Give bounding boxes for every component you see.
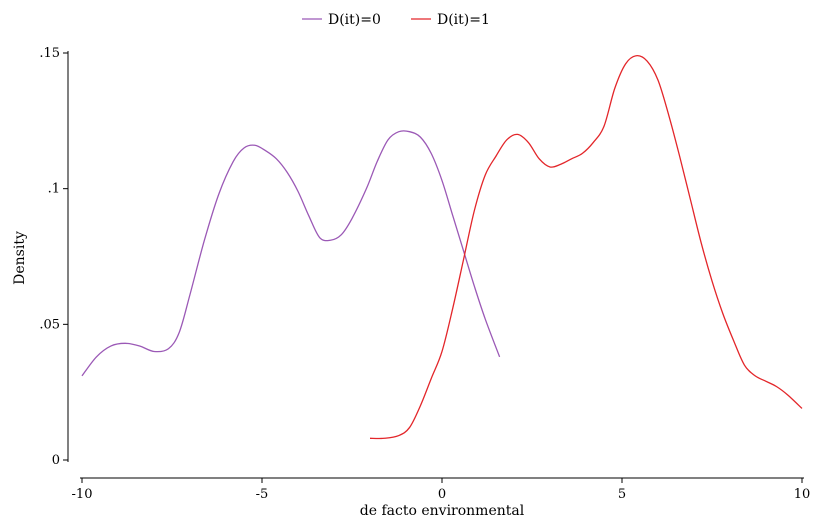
- x-tick-label: -10: [72, 487, 93, 502]
- x-tick-label: 5: [618, 487, 626, 502]
- plot-lines: [81, 54, 803, 440]
- x-tick-label: 10: [794, 487, 811, 502]
- y-tick-label: .15: [39, 46, 60, 61]
- y-tick-label: .1: [48, 182, 60, 197]
- x-axis: -10 -5 0 5 10: [72, 477, 811, 502]
- legend-label: D(it)=1: [437, 12, 490, 28]
- legend: D(it)=0 D(it)=1: [302, 12, 490, 28]
- y-axis: 0 .05 .1 .15: [39, 46, 69, 468]
- x-tick-label: 0: [438, 487, 446, 502]
- y-axis-title: Density: [12, 231, 28, 285]
- legend-label: D(it)=0: [328, 12, 381, 28]
- series-line-1: [369, 54, 803, 440]
- series-line-0: [81, 130, 501, 377]
- y-tick-label: 0: [52, 453, 60, 468]
- y-tick-label: .05: [39, 317, 60, 332]
- x-tick-label: -5: [256, 487, 269, 502]
- x-axis-title: de facto environmental: [360, 503, 525, 519]
